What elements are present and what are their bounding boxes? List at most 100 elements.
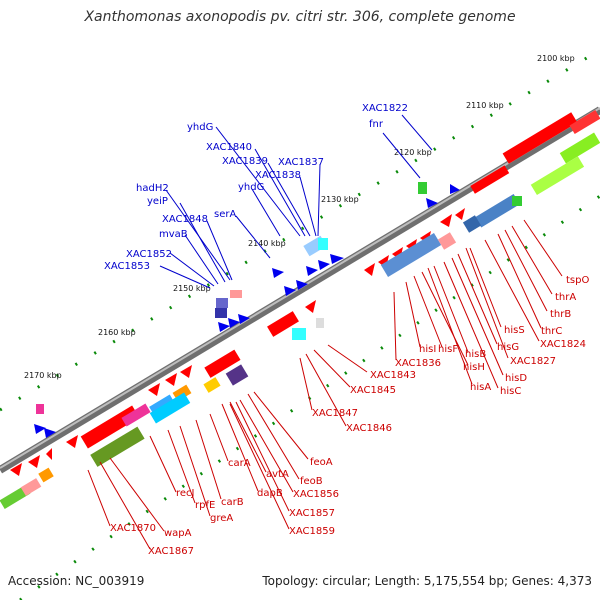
gene-label: XAC1824 bbox=[540, 339, 586, 350]
feature-block bbox=[292, 328, 306, 340]
feature-block bbox=[121, 403, 151, 427]
kbp-label-2140: 2140 kbp bbox=[248, 239, 286, 248]
gene-label: feoA bbox=[310, 457, 333, 468]
gene-label: hisH bbox=[463, 362, 485, 373]
kbp-label-2120: 2120 kbp bbox=[394, 148, 432, 157]
feature-block bbox=[203, 377, 221, 393]
gene-label: XAC1845 bbox=[350, 385, 396, 396]
gene-label: XAC1847 bbox=[312, 408, 358, 419]
feature-block bbox=[559, 132, 600, 164]
gene-label: serA bbox=[214, 209, 236, 220]
gene-label: hisI bbox=[419, 344, 436, 355]
inner-tick-ring bbox=[19, 194, 600, 600]
feature-arrow bbox=[426, 198, 438, 208]
feature-block bbox=[225, 364, 249, 386]
forward-leaders bbox=[159, 114, 433, 289]
forward-arrows bbox=[34, 184, 460, 438]
gene-label: yhdG bbox=[238, 182, 264, 193]
feature-arrow bbox=[34, 424, 46, 434]
feature-block bbox=[38, 467, 54, 483]
reverse-leaders bbox=[87, 219, 563, 550]
feature-block bbox=[0, 484, 31, 510]
kbp-label-2150: 2150 kbp bbox=[173, 284, 211, 293]
gene-label: XAC1836 bbox=[395, 358, 441, 369]
gene-label: carB bbox=[221, 497, 244, 508]
gene-label: XAC1853 bbox=[104, 261, 150, 272]
gene-label: XAC1822 bbox=[362, 103, 408, 114]
feature-block bbox=[502, 112, 578, 164]
feature-arrow bbox=[238, 314, 250, 324]
feature-arrow bbox=[272, 268, 284, 278]
gene-label: XAC1843 bbox=[370, 370, 416, 381]
map-title: Xanthomonas axonopodis pv. citri str. 30… bbox=[84, 9, 516, 25]
feature-arrow bbox=[66, 435, 78, 448]
gene-label: XAC1839 bbox=[222, 156, 268, 167]
gene-label: XAC1856 bbox=[293, 489, 339, 500]
gene-label: hisG bbox=[497, 342, 519, 353]
kbp-label-2110: 2110 kbp bbox=[466, 101, 504, 110]
gene-label: recJ bbox=[176, 488, 195, 499]
gene-label: hadH2 bbox=[136, 183, 169, 194]
feature-block bbox=[437, 232, 457, 250]
reverse-features bbox=[0, 132, 600, 510]
feature-arrow bbox=[10, 463, 22, 476]
gene-label: XAC1846 bbox=[346, 423, 392, 434]
gene-label: XAC1827 bbox=[510, 356, 556, 367]
gene-label: hisS bbox=[504, 325, 525, 336]
gene-label: XAC1857 bbox=[289, 508, 335, 519]
gene-label: yhdG bbox=[187, 122, 213, 133]
feature-block bbox=[512, 196, 522, 206]
gene-label: XAC1840 bbox=[206, 142, 252, 153]
gene-label: XAC1837 bbox=[278, 157, 324, 168]
feature-block bbox=[318, 238, 328, 250]
feature-block bbox=[418, 182, 427, 194]
feature-arrow bbox=[28, 455, 40, 468]
kbp-label-2170: 2170 kbp bbox=[24, 371, 62, 380]
kbp-label-2160: 2160 kbp bbox=[98, 328, 136, 337]
gene-label: thrB bbox=[550, 309, 571, 320]
gene-label: rpfE bbox=[195, 500, 215, 511]
feature-block bbox=[569, 109, 600, 135]
feature-block bbox=[149, 392, 191, 424]
feature-arrow bbox=[305, 300, 316, 313]
feature-arrow bbox=[46, 448, 52, 460]
kbp-label-2130: 2130 kbp bbox=[321, 195, 359, 204]
gene-label: XAC1867 bbox=[148, 546, 194, 557]
gene-label: wapA bbox=[164, 528, 192, 539]
feature-block bbox=[20, 478, 42, 496]
forward-gene-labels: XAC1822 fnr yhdG XAC1840 XAC1839 XAC1837… bbox=[104, 103, 408, 272]
gene-label: mvaB bbox=[159, 229, 188, 240]
feature-block bbox=[470, 165, 510, 194]
gene-label: XAC1838 bbox=[255, 170, 301, 181]
feature-arrow bbox=[180, 365, 192, 378]
gene-label: avtA bbox=[266, 469, 289, 480]
feature-block bbox=[90, 426, 145, 467]
gene-label: fnr bbox=[369, 119, 384, 130]
gene-label: hisD bbox=[505, 373, 527, 384]
feature-arrow bbox=[44, 428, 56, 438]
gene-label: XAC1852 bbox=[126, 249, 172, 260]
gene-label: hisB bbox=[465, 349, 486, 360]
feature-arrow bbox=[440, 214, 452, 227]
feature-arrow bbox=[364, 263, 375, 276]
feature-block bbox=[530, 156, 585, 196]
feature-arrow bbox=[228, 318, 240, 328]
gene-label: XAC1848 bbox=[162, 214, 208, 225]
gene-label: thrA bbox=[555, 292, 576, 303]
feature-arrow bbox=[306, 266, 318, 276]
feature-arrow bbox=[296, 280, 308, 290]
feature-block bbox=[230, 290, 242, 298]
gene-label: XAC1870 bbox=[110, 523, 156, 534]
kbp-label-2100: 2100 kbp bbox=[537, 54, 575, 63]
gene-label: yeiP bbox=[147, 196, 168, 207]
feature-arrow bbox=[330, 254, 344, 264]
feature-block bbox=[475, 194, 520, 228]
feature-arrow bbox=[318, 260, 330, 270]
feature-block bbox=[380, 233, 442, 277]
feature-block bbox=[36, 404, 44, 414]
accession-label: Accession: NC_003919 bbox=[8, 574, 145, 588]
feature-block bbox=[267, 311, 299, 337]
feature-block bbox=[316, 318, 324, 328]
gene-label: XAC1859 bbox=[289, 526, 335, 537]
